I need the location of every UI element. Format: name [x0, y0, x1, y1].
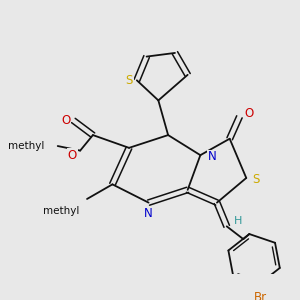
- Text: S: S: [125, 74, 133, 87]
- Text: Br: Br: [254, 291, 267, 300]
- Text: methyl: methyl: [43, 206, 79, 216]
- Text: O: O: [61, 114, 70, 127]
- Text: S: S: [252, 173, 260, 186]
- Text: H: H: [234, 216, 243, 226]
- Text: O: O: [68, 149, 77, 162]
- Text: N: N: [208, 151, 217, 164]
- Text: O: O: [244, 107, 254, 120]
- Text: methyl: methyl: [8, 141, 44, 151]
- Text: N: N: [144, 207, 153, 220]
